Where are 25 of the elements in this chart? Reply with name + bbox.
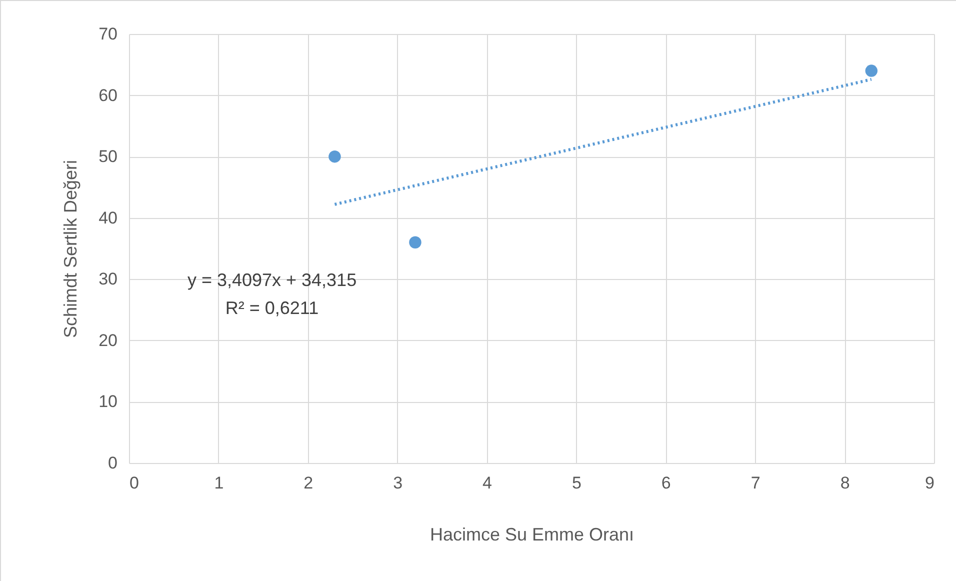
annotation: y = 3,4097x + 34,315	[187, 270, 357, 290]
x-tick-label: 7	[750, 474, 760, 492]
y-tick-label: 10	[98, 392, 118, 412]
point	[865, 64, 878, 77]
x-tick-label: 1	[214, 474, 224, 492]
point	[409, 236, 422, 248]
x-tick-label: 0	[130, 474, 139, 492]
x-tick-label: 8	[840, 474, 850, 492]
x-tick-label: 6	[661, 474, 671, 492]
point	[328, 150, 341, 163]
y-tick-label: 20	[98, 330, 118, 350]
y-tick-label: 70	[98, 24, 118, 44]
x-tick-label: 3	[393, 474, 403, 492]
y-tick-label: 30	[98, 270, 118, 289]
y-axis-title: Schimdt Sertlik Değeri	[60, 160, 81, 338]
x-tick-label: 9	[925, 474, 934, 492]
annotation: R² = 0,6211	[225, 298, 319, 318]
y-tick-label: 50	[98, 147, 118, 166]
y-tick-label: 0	[108, 454, 118, 472]
x-tick-label: 5	[572, 474, 582, 492]
y-tick-label: 40	[98, 208, 118, 228]
y-tick-label: 60	[98, 86, 118, 105]
x-tick-label: 4	[482, 474, 492, 492]
x-axis-title: Hacimce Su Emme Oranı	[430, 524, 634, 544]
x-tick-label: 2	[304, 474, 314, 492]
